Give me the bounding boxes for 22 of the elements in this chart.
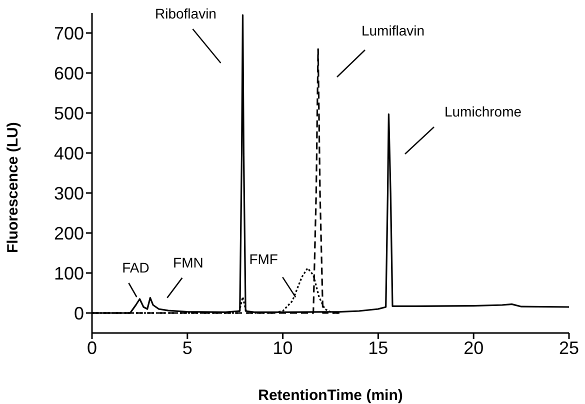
x-tick-label: 5: [182, 338, 192, 358]
annotation: FAD: [122, 260, 150, 276]
y-tick-label: 500: [54, 103, 84, 124]
annotation: FMF: [249, 250, 278, 267]
x-tick-label: 0: [86, 338, 98, 358]
y-tick-label: 300: [54, 183, 84, 204]
annotation: Riboflavin: [154, 6, 216, 22]
x-tick-label: 20: [464, 338, 484, 358]
y-tick-label: 200: [54, 223, 84, 244]
y-tick-label: 0: [74, 303, 84, 324]
y-tick-label: 600: [54, 63, 84, 84]
annotation: Lumichrome: [444, 104, 522, 120]
x-axis-title: RetentionTime (min): [258, 387, 403, 404]
annotation: FMN: [173, 254, 204, 271]
y-tick-label: 700: [54, 23, 84, 44]
x-tick-label: 15: [368, 338, 388, 358]
y-tick-label: 400: [54, 143, 84, 164]
annotation: Lumiflavin: [361, 22, 425, 39]
x-tick-label: 10: [272, 338, 293, 358]
y-axis-title: Fluorescence (LU): [4, 122, 22, 253]
y-tick-label: 100: [54, 263, 84, 284]
x-tick-label: 25: [558, 338, 580, 358]
